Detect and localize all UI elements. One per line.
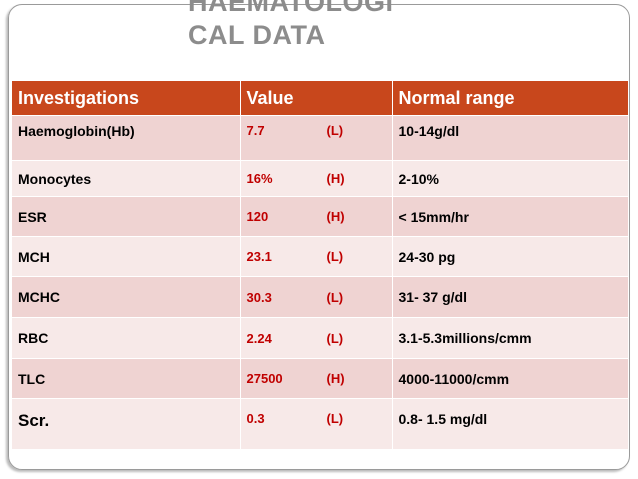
value-cell: 120 (H) (240, 196, 393, 237)
value-text: 7.7 (246, 123, 265, 138)
range-cell: 31- 37 g/dl (392, 276, 629, 318)
table-row: ESR 120 (H) < 15mm/hr (12, 196, 629, 237)
flag-text: (H) (326, 171, 345, 186)
table-row: Haemoglobin(Hb) 7.7 (L) 10-14g/dl (12, 115, 629, 161)
investigation-cell: Haemoglobin(Hb) (12, 115, 241, 161)
table-row: MCH 23.1 (L) 24-30 pg (12, 236, 629, 277)
slide-frame (8, 4, 630, 470)
value-cell: 23.1 (L) (240, 236, 393, 277)
range-cell: 4000-11000/cmm (392, 358, 629, 399)
table-row: MCHC 30.3 (L) 31- 37 g/dl (12, 276, 629, 318)
value-cell: 30.3 (L) (240, 276, 393, 318)
table-row: TLC 27500 (H) 4000-11000/cmm (12, 358, 629, 399)
flag-text: (L) (326, 123, 344, 138)
value-text: 16% (246, 171, 273, 186)
value-text: 27500 (246, 371, 283, 386)
investigation-cell: Monocytes (12, 160, 241, 197)
value-text: 2.24 (246, 330, 272, 346)
investigation-cell: TLC (12, 358, 241, 399)
flag-text: (L) (326, 289, 344, 305)
header-cell: Investigations (12, 81, 241, 116)
value-text: 30.3 (246, 289, 272, 305)
range-cell: < 15mm/hr (392, 196, 629, 237)
investigation-cell: MCH (12, 236, 241, 277)
header-row: Investigations Value Normal range (12, 81, 629, 116)
flag-text: (L) (326, 411, 344, 426)
value-text: 23.1 (246, 249, 272, 264)
header-cell: Normal range (392, 81, 629, 116)
flag-text: (H) (326, 371, 345, 386)
flag-text: (L) (326, 330, 344, 346)
value-cell: 7.7 (L) (240, 115, 393, 161)
investigation-cell: ESR (12, 196, 241, 237)
investigation-cell: RBC (12, 317, 241, 359)
range-cell: 0.8- 1.5 mg/dl (392, 398, 629, 449)
range-cell: 2-10% (392, 160, 629, 197)
value-cell: 16% (H) (240, 160, 393, 197)
flag-text: (L) (326, 249, 344, 264)
data-table: Investigations Value Normal range Haemog… (12, 81, 629, 449)
table-row: Monocytes 16% (H) 2-10% (12, 160, 629, 197)
investigation-cell: MCHC (12, 276, 241, 318)
range-cell: 24-30 pg (392, 236, 629, 277)
value-cell: 0.3 (L) (240, 398, 393, 449)
table-row: RBC 2.24 (L) 3.1-5.3millions/cmm (12, 317, 629, 359)
value-text: 120 (246, 209, 269, 224)
value-cell: 2.24 (L) (240, 317, 393, 359)
title-line: HAEMATOLOGI (188, 0, 394, 17)
value-text: 0.3 (246, 411, 265, 426)
header-cell: Value (240, 81, 393, 116)
range-cell: 10-14g/dl (392, 115, 629, 161)
flag-text: (H) (326, 209, 345, 224)
title-line: CAL DATA (188, 20, 326, 50)
table-row: Scr. 0.3 (L) 0.8- 1.5 mg/dl (12, 398, 629, 449)
investigation-cell: Scr. (12, 398, 241, 449)
table-body: Haemoglobin(Hb) 7.7 (L) 10-14g/dl Monocytes 1… (12, 115, 629, 449)
range-cell: 3.1-5.3millions/cmm (392, 317, 629, 359)
slide-title: HAEMATOLOGI CAL DATA (188, 0, 394, 52)
value-cell: 27500 (H) (240, 358, 393, 399)
